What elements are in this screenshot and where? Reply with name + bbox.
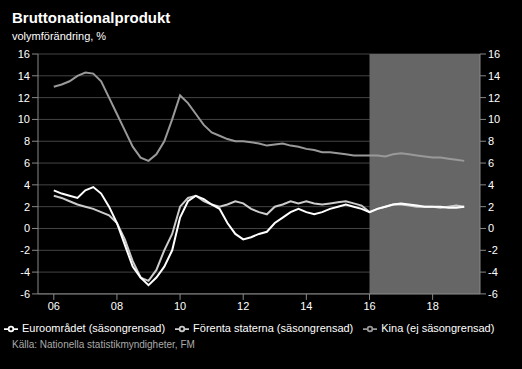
- svg-text:14: 14: [488, 70, 500, 82]
- svg-text:16: 16: [363, 300, 375, 312]
- html-text:Bruttonationalprodukt: Bruttonationalprodukt: [12, 9, 171, 26]
- svg-text:12: 12: [18, 92, 30, 104]
- svg-text:12: 12: [488, 92, 500, 104]
- svg-text:12: 12: [237, 300, 249, 312]
- svg-text:-4: -4: [20, 266, 30, 278]
- svg-text:2: 2: [24, 201, 30, 213]
- html-text:Källa: Nationella statistikmyn: Källa: Nationella statistikmyndigheter, …: [12, 339, 195, 350]
- html-text:Förenta staterna (säsongrensad: Förenta staterna (säsongrensad): [193, 321, 354, 334]
- html-text:Kina (ej säsongrensad): Kina (ej säsongrensad): [381, 321, 495, 334]
- svg-text:2: 2: [488, 201, 494, 213]
- svg-text:18: 18: [427, 300, 439, 312]
- svg-text:-2: -2: [488, 244, 498, 256]
- svg-text:10: 10: [174, 300, 186, 312]
- svg-text:10: 10: [18, 113, 30, 125]
- svg-text:-2: -2: [20, 244, 30, 256]
- svg-text:8: 8: [488, 135, 494, 147]
- svg-text:16: 16: [488, 48, 500, 60]
- svg-text:-6: -6: [488, 288, 498, 300]
- svg-text:16: 16: [18, 48, 30, 60]
- svg-text:14: 14: [18, 70, 30, 82]
- svg-text:0: 0: [24, 222, 30, 234]
- svg-text:0: 0: [488, 222, 494, 234]
- svg-text:4: 4: [488, 179, 494, 191]
- svg-text:10: 10: [488, 113, 500, 125]
- svg-text:-4: -4: [488, 266, 498, 278]
- svg-text:08: 08: [111, 300, 123, 312]
- svg-text:6: 6: [488, 157, 494, 169]
- svg-text:14: 14: [300, 300, 312, 312]
- svg-text:4: 4: [24, 179, 30, 191]
- svg-text:8: 8: [24, 135, 30, 147]
- svg-text:6: 6: [24, 157, 30, 169]
- html-text:volymförändring, %: volymförändring, %: [12, 30, 107, 42]
- svg-text:-6: -6: [20, 288, 30, 300]
- html-text:Euroområdet (säsongrensad): Euroområdet (säsongrensad): [22, 321, 166, 334]
- svg-text:06: 06: [48, 300, 60, 312]
